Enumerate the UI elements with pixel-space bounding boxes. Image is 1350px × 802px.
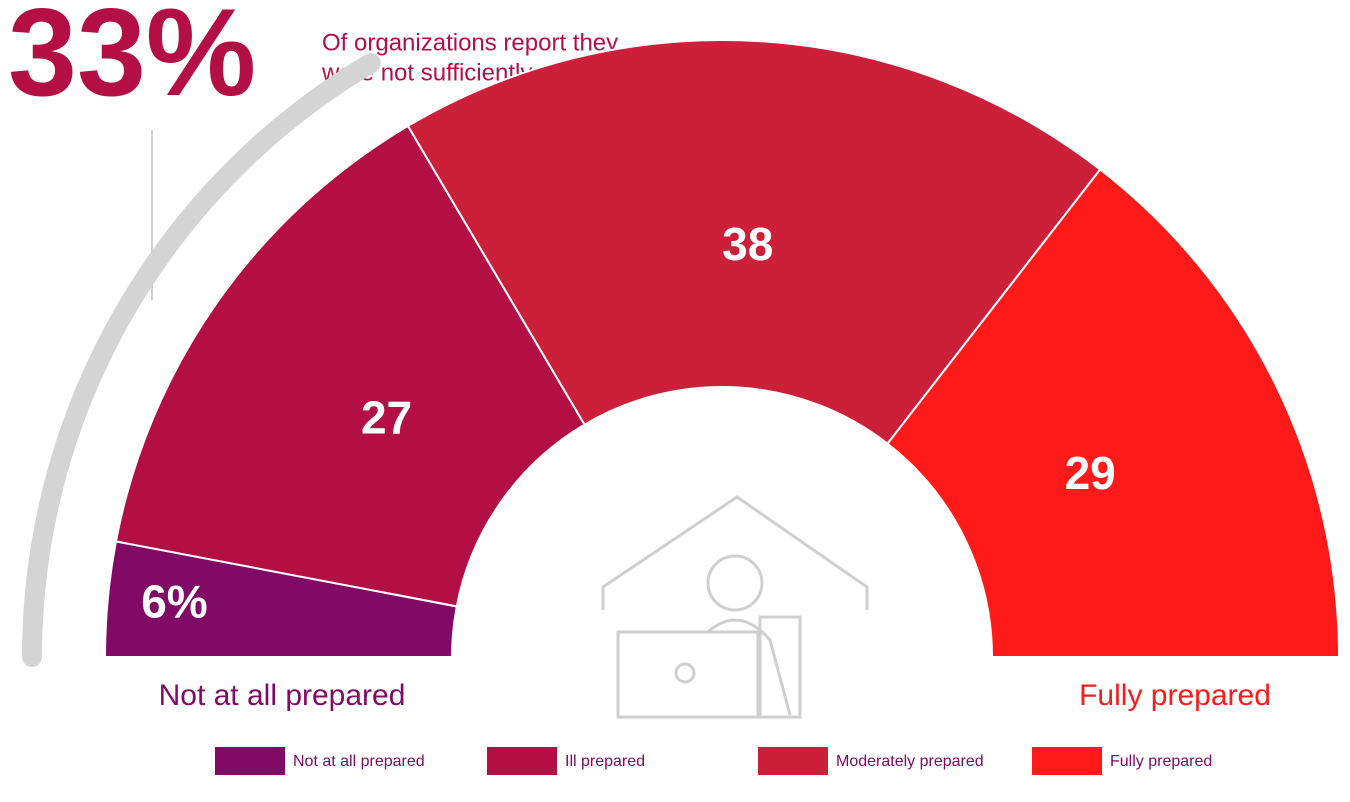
value-label: 29 [1065,447,1116,499]
legend-label: Ill prepared [565,753,645,770]
slice [886,168,1341,658]
legend-swatch [487,747,557,775]
value-label: 6% [141,575,207,627]
end-label: Not at all prepared [159,679,406,712]
end-label: Fully prepared [1079,679,1271,712]
value-label: 38 [722,218,773,270]
annotation-value: 33% [8,0,256,122]
value-label: 27 [361,391,412,443]
legend-swatch [215,747,285,775]
slice [114,124,586,608]
legend-label: Not at all prepared [293,753,425,770]
legend-label: Fully prepared [1110,753,1212,770]
legend-label: Moderately prepared [836,753,984,770]
house-icon [601,495,869,719]
annotation-text: Of organizations report they [322,29,618,56]
slice [406,39,1102,446]
annotation-arc [22,53,381,667]
legend-swatch [758,747,828,775]
legend-swatch [1032,747,1102,775]
